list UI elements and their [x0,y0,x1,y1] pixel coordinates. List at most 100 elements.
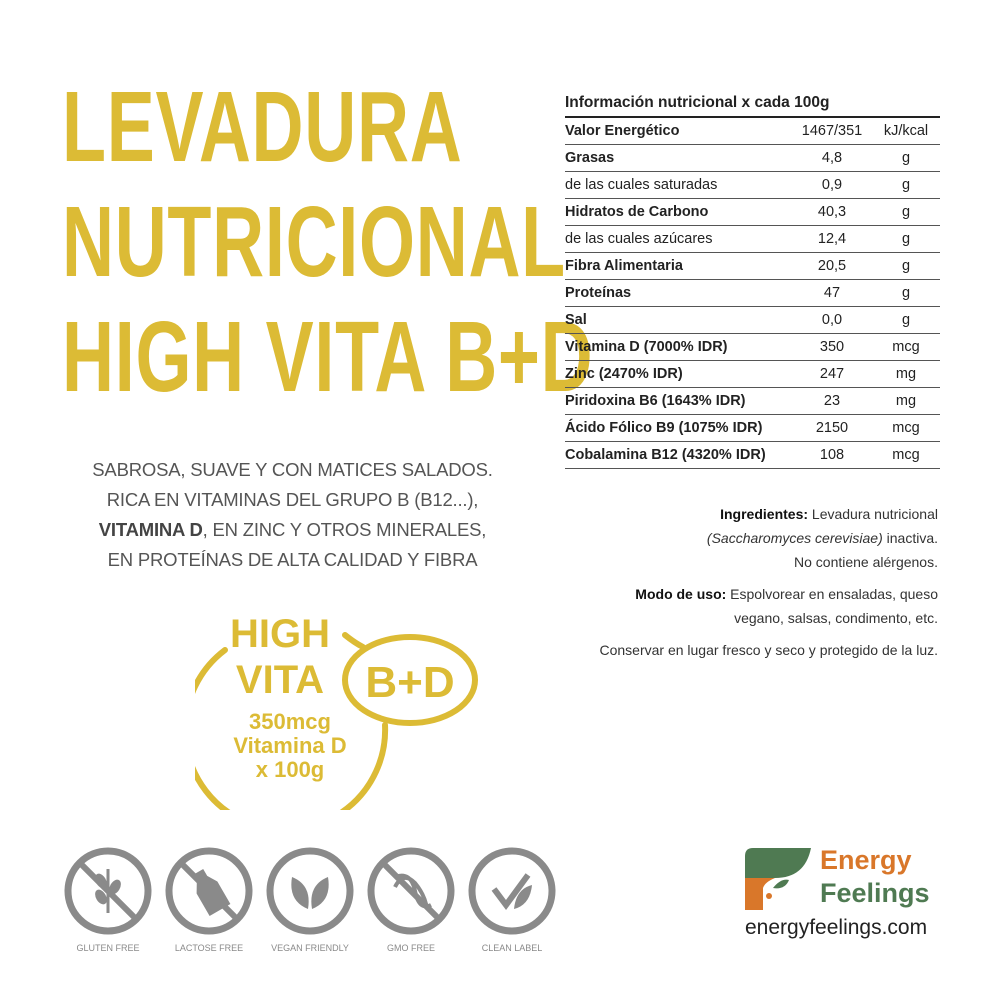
badge-vita: VITA [236,658,324,702]
title-line: NUTRICIONAL [62,186,566,298]
nutrition-row: Grasas 4,8 g [565,144,940,172]
nutrient-value: 350 [792,333,872,361]
nutrient-value: 4,8 [792,144,872,172]
desc-text: , EN ZINC Y OTROS MINERALES, [202,519,487,540]
nutrient-name: Proteínas [565,279,792,307]
badge-vitamin: Vitamina D [233,733,346,758]
nutrient-name: Ácido Fólico B9 (1075% IDR) [565,414,792,442]
high-vita-badge: HIGH VITA B+D 350mcg Vitamina D x 100g [195,612,478,810]
nutrient-name: Sal [565,306,792,334]
nutrient-unit: mcg [872,441,940,469]
nutrient-value: 247 [792,360,872,388]
desc-line: SABROSA, SUAVE Y CON MATICES SALADOS. [92,459,493,480]
nutrition-row: de las cuales saturadas 0,9 g [565,171,940,199]
nutrition-row: Sal 0,0 g [565,306,940,334]
nutrient-unit: g [872,144,940,172]
nutrient-value: 20,5 [792,252,872,280]
nutrition-row: Hidratos de Carbono 40,3 g [565,198,940,226]
badge-high: HIGH [230,612,330,656]
brand-name-feelings: Feelings [820,878,930,908]
nutrition-row: Vitamina D (7000% IDR) 350 mcg [565,333,940,361]
usage: Modo de uso: Espolvorear en ensaladas, q… [538,582,938,630]
desc-line: RICA EN VITAMINAS DEL GRUPO B (B12...), [106,489,479,510]
badge-per: x 100g [256,757,325,782]
product-description: SABROSA, SUAVE Y CON MATICES SALADOS. RI… [40,455,545,575]
nutrient-name: Hidratos de Carbono [565,198,792,226]
usage-text: Espolvorear en ensaladas, queso [726,586,938,602]
desc-bold: VITAMINA D [98,519,203,540]
usage-label: Modo de uso: [635,586,727,602]
badge-clean-label: CLEAN LABEL [468,847,556,953]
ingredients-rest: inactiva. [882,530,938,546]
nutrient-unit: g [872,279,940,307]
nutrition-row: Zinc (2470% IDR) 247 mg [565,360,940,388]
badge-amount: 350mcg [249,709,331,734]
badge-gluten-free: GLUTEN FREE [64,847,152,953]
nutrient-unit: g [872,225,940,253]
nutrient-unit: g [872,171,940,199]
nutrient-value: 12,4 [792,225,872,253]
desc-line: EN PROTEÍNAS DE ALTA CALIDAD Y FIBRA [107,549,478,570]
title-line: HIGH VITA B+D [62,301,594,413]
ingredients-label: Ingredientes: [720,506,809,522]
nutrient-unit: mcg [872,333,940,361]
badge-label: LACTOSE FREE [175,943,243,953]
nutrient-value: 2150 [792,414,872,442]
nutrient-name: de las cuales azúcares [565,225,792,253]
nutrient-value: 40,3 [792,198,872,226]
badge-label: VEGAN FRIENDLY [271,943,349,953]
nutrition-row: Proteínas 47 g [565,279,940,307]
badge-bd: B+D [365,658,454,707]
nutrition-row: de las cuales azúcares 12,4 g [565,225,940,253]
nutrient-unit: mg [872,360,940,388]
nutrient-name: Cobalamina B12 (4320% IDR) [565,441,792,469]
nutrition-row: Ácido Fólico B9 (1075% IDR) 2150 mcg [565,414,940,442]
nutrient-value: 23 [792,387,872,415]
nutrient-name: Piridoxina B6 (1643% IDR) [565,387,792,415]
storage: Conservar en lugar fresco y seco y prote… [599,642,938,658]
nutrient-unit: mg [872,387,940,415]
nutrition-title: Información nutricional x cada 100g [565,94,940,118]
nutrient-value: 0,0 [792,306,872,334]
brand-name-energy: Energy [820,845,912,875]
brand-url: energyfeelings.com [745,916,928,939]
nutrition-row: Valor Energético 1467/351 kJ/kcal [565,118,940,145]
leaves-icon [291,877,329,909]
nutrient-unit: g [872,198,940,226]
title-line: LEVADURA [62,71,463,183]
allergens: No contiene alérgenos. [794,554,938,570]
check-leaf-icon [491,873,532,911]
nutrient-unit: kJ/kcal [872,118,940,145]
brand-leaf-icon [745,848,811,910]
nutrient-unit: mcg [872,414,940,442]
nutrient-value: 108 [792,441,872,469]
nutrient-value: 0,9 [792,171,872,199]
nutrition-table: Información nutricional x cada 100g Valo… [565,94,940,469]
ingredients: Ingredientes: Levadura nutricional (Sacc… [538,502,938,574]
product-title: LEVADURA NUTRICIONAL HIGH VITA B+D [62,70,622,415]
nutrient-name: Zinc (2470% IDR) [565,360,792,388]
nutrient-unit: g [872,306,940,334]
nutrition-row: Cobalamina B12 (4320% IDR) 108 mcg [565,441,940,469]
nutrient-value: 1467/351 [792,118,872,145]
nutrient-name: Fibra Alimentaria [565,252,792,280]
ingredients-text: Levadura nutricional [808,506,938,522]
nutrient-name: Valor Energético [565,118,792,145]
badge-vegan-friendly: VEGAN FRIENDLY [266,847,354,953]
ingredients-species: (Saccharomyces cerevisiae) [706,530,883,546]
nutrient-name: Vitamina D (7000% IDR) [565,333,792,361]
badge-gmo-free: GMO FREE [367,847,455,953]
badge-label: CLEAN LABEL [482,943,543,953]
nutrient-name: de las cuales saturadas [565,171,792,199]
badge-lactose-free: LACTOSE FREE [165,847,253,953]
certification-icons: GLUTEN FREE LACTOSE FREE VEGAN FRIENDLY GMO… [64,847,556,953]
nutrient-unit: g [872,252,940,280]
usage-text: vegano, salsas, condimento, etc. [734,610,938,626]
nutrient-value: 47 [792,279,872,307]
badge-label: GLUTEN FREE [76,943,139,953]
nutrient-name: Grasas [565,144,792,172]
desc-line: VITAMINA D, EN ZINC Y OTROS MINERALES, [40,515,545,545]
nutrition-row: Piridoxina B6 (1643% IDR) 23 mg [565,387,940,415]
product-info: Ingredientes: Levadura nutricional (Sacc… [538,502,938,670]
badge-label: GMO FREE [387,943,435,953]
